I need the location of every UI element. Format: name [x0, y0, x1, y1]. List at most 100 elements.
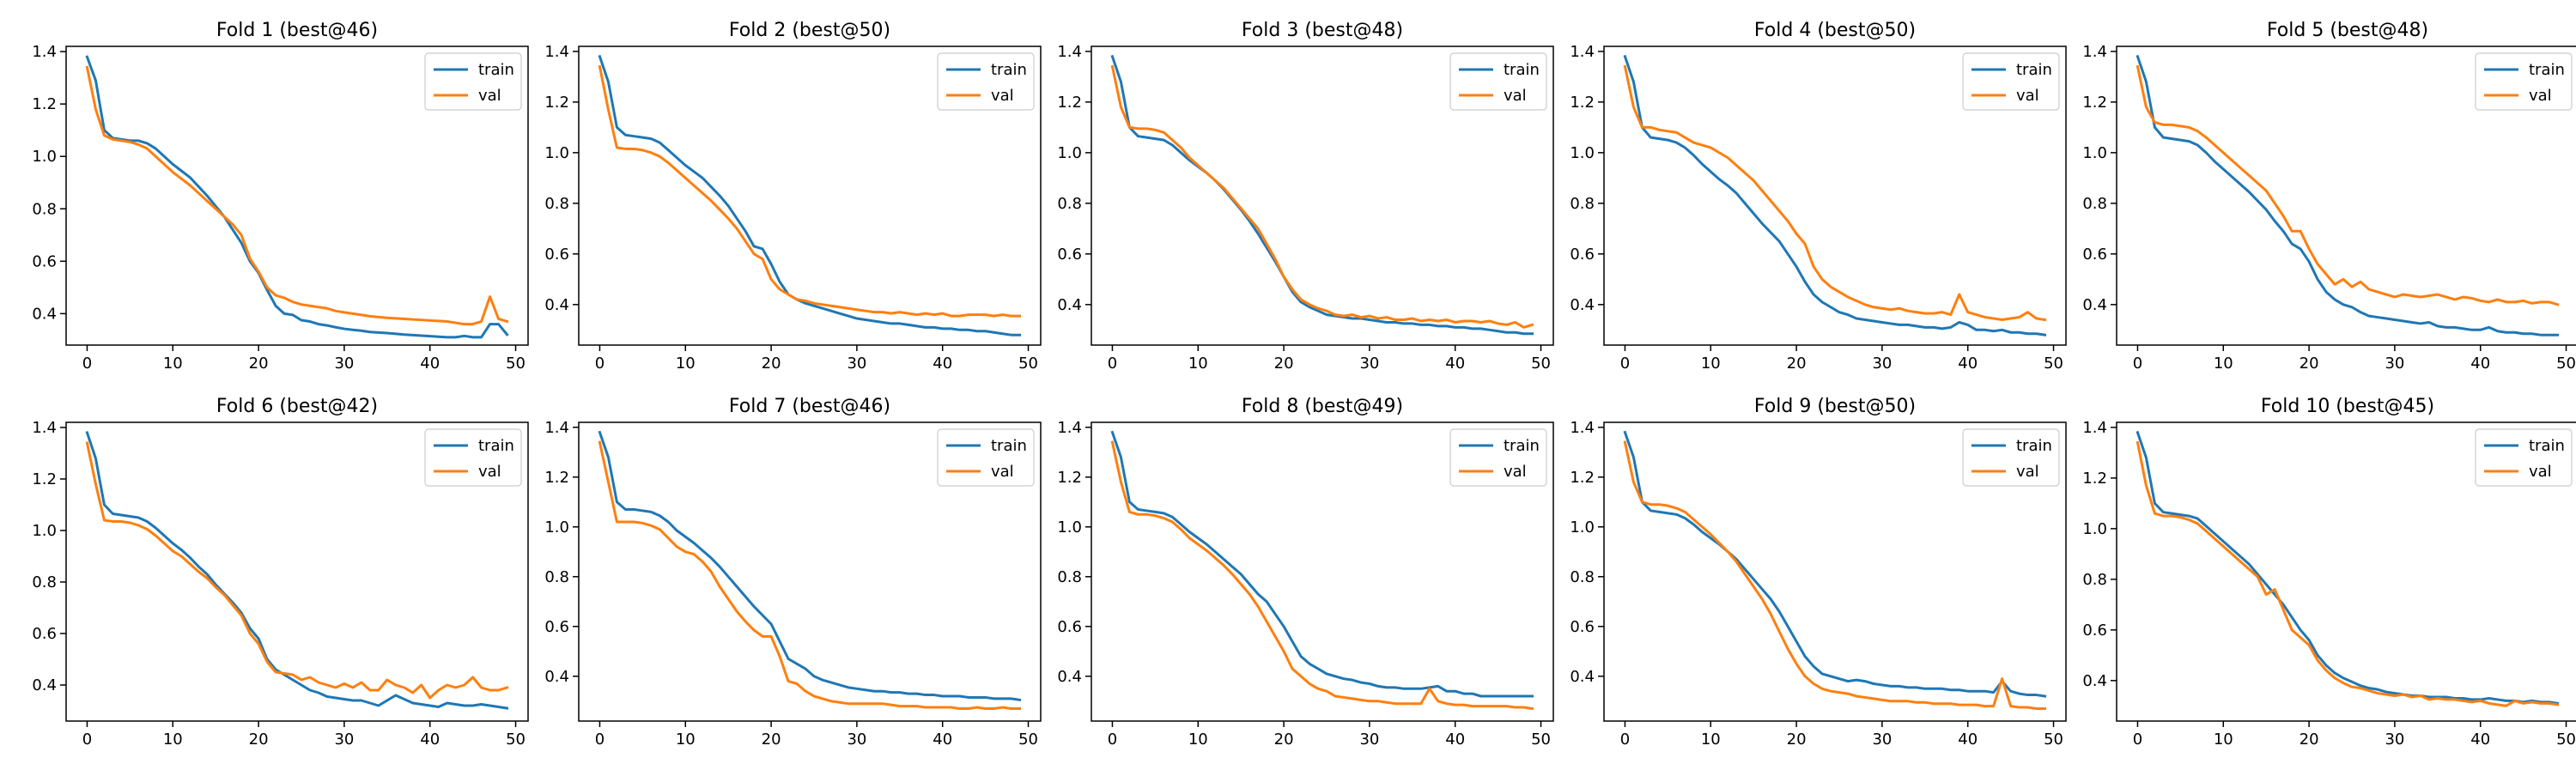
series-line-train [1110, 430, 1534, 698]
y-tick-label: 1.4 [1570, 43, 1595, 61]
series-line-val [1110, 64, 1534, 329]
y-tick-label: 1.0 [2082, 520, 2107, 538]
x-tick-label: 40 [420, 355, 440, 373]
fold-panel-7: Fold 7 (best@46) 0 10 20 30 40 50 0.4 0.6 0.8 1.0 1… [544, 396, 1042, 749]
fold-panel-3: Fold 3 (best@48) 0 10 20 30 40 50 0.4 0.6 0.8 1.0 1… [1057, 20, 1554, 373]
x-tick-label: 40 [1445, 731, 1465, 749]
x-tick-label: 30 [334, 731, 354, 749]
y-tick-label: 0.8 [1570, 195, 1595, 213]
x-tick-label: 10 [2214, 731, 2233, 749]
x-tick-label: 30 [1359, 731, 1379, 749]
panel-title: Fold 10 (best@45) [2261, 396, 2434, 417]
legend-label-val: val [991, 87, 1014, 105]
x-tick-label: 20 [1274, 731, 1294, 749]
y-tick-label: 1.0 [32, 148, 57, 166]
legend-label-val: val [1504, 87, 1527, 105]
y-tick-label: 1.2 [2082, 94, 2107, 112]
y-tick-label: 1.0 [544, 518, 569, 537]
series-line-train [598, 430, 1022, 702]
legend-label-train: train [2016, 61, 2052, 79]
x-tick-label: 20 [249, 355, 269, 373]
x-tick-label: 0 [2133, 731, 2142, 749]
y-tick-label: 1.4 [544, 43, 569, 61]
x-tick-label: 50 [506, 355, 526, 373]
fold-panel-10: Fold 10 (best@45) 0 10 20 30 40 50 0.4 0.6 0.8 1.0… [2082, 396, 2576, 749]
series-line-val [598, 64, 1022, 318]
y-tick-label: 0.4 [32, 305, 57, 323]
y-tick-label: 0.4 [1057, 296, 1082, 314]
x-tick-label: 20 [762, 355, 781, 373]
legend: train val [2475, 428, 2573, 487]
x-tick-label: 50 [1018, 731, 1038, 749]
y-tick-label: 0.4 [2082, 672, 2107, 690]
y-tick-label: 1.2 [32, 470, 57, 488]
series-line-val [85, 441, 509, 700]
x-tick-label: 40 [2470, 355, 2490, 373]
axes-frame [2116, 421, 2576, 722]
y-tick-label: 1.2 [1570, 469, 1595, 487]
legend-label-train: train [478, 61, 514, 79]
x-tick-label: 10 [1188, 355, 1208, 373]
x-tick-label: 20 [1787, 731, 1807, 749]
legend: train val [1449, 52, 1547, 111]
legend-label-val: val [2529, 87, 2552, 105]
y-tick-label: 0.6 [544, 246, 569, 264]
panel-title: Fold 1 (best@46) [216, 20, 378, 41]
fold-panel-8: Fold 8 (best@49) 0 10 20 30 40 50 0.4 0.6 0.8 1.0 1… [1057, 396, 1554, 749]
series-line-train [598, 54, 1022, 336]
x-tick-label: 40 [2470, 731, 2490, 749]
x-tick-label: 10 [2214, 355, 2233, 373]
x-tick-label: 20 [1787, 355, 1807, 373]
legend-label-train: train [478, 437, 514, 455]
fold-panel-6: Fold 6 (best@42) 0 10 20 30 40 50 0.4 0.6 0.8 1.0 1… [32, 396, 529, 749]
fold-panel-4: Fold 4 (best@50) 0 10 20 30 40 50 0.4 0.6 0.8 1.0 1… [1570, 20, 2067, 373]
y-tick-label: 1.4 [1570, 419, 1595, 437]
y-tick-label: 1.2 [32, 95, 57, 113]
axes-frame [65, 421, 529, 722]
y-tick-label: 1.4 [32, 419, 57, 437]
x-tick-label: 30 [334, 355, 354, 373]
y-tick-label: 1.0 [1570, 144, 1595, 162]
x-tick-label: 40 [1445, 355, 1465, 373]
legend: train val [1962, 52, 2060, 111]
x-tick-label: 40 [1958, 355, 1978, 373]
series-line-train [1110, 54, 1534, 336]
x-tick-label: 10 [163, 355, 183, 373]
x-tick-label: 40 [1958, 731, 1978, 749]
y-tick-label: 1.4 [2082, 419, 2107, 437]
y-tick-label: 0.6 [544, 618, 569, 636]
series-line-train [2136, 430, 2560, 706]
y-tick-label: 1.4 [32, 43, 57, 61]
x-tick-label: 10 [676, 731, 696, 749]
y-tick-label: 1.0 [32, 522, 57, 540]
legend-label-val: val [1504, 463, 1527, 481]
legend-label-val: val [478, 463, 501, 481]
fold-panel-1: Fold 1 (best@46) 0 10 20 30 40 50 0.4 0.6 0.8 1.0 1… [32, 20, 529, 373]
fold-panel-5: Fold 5 (best@48) 0 10 20 30 40 50 0.4 0.6 0.8 1.0 1… [2082, 20, 2576, 373]
x-tick-label: 0 [82, 731, 92, 749]
y-tick-label: 1.2 [1057, 469, 1082, 487]
y-tick-label: 0.8 [544, 568, 569, 586]
y-tick-label: 1.2 [2082, 470, 2107, 488]
x-tick-label: 0 [595, 731, 605, 749]
x-tick-label: 30 [2385, 731, 2404, 749]
legend-label-val: val [2016, 87, 2039, 105]
axes-frame [65, 45, 529, 346]
x-tick-label: 50 [1018, 355, 1038, 373]
y-tick-label: 1.0 [544, 144, 569, 162]
series-line-train [2136, 54, 2560, 336]
legend: train val [1449, 428, 1547, 487]
x-tick-label: 20 [762, 731, 781, 749]
y-tick-label: 0.6 [1057, 246, 1082, 264]
y-tick-label: 1.2 [1570, 94, 1595, 112]
x-tick-label: 40 [420, 731, 440, 749]
legend-label-val: val [2016, 463, 2039, 481]
axes-frame [1091, 421, 1554, 722]
y-tick-label: 1.4 [2082, 43, 2107, 61]
x-tick-label: 0 [1108, 731, 1117, 749]
legend: train val [937, 52, 1035, 111]
x-tick-label: 30 [2385, 355, 2404, 373]
x-tick-label: 20 [1274, 355, 1294, 373]
y-tick-label: 0.8 [2082, 571, 2107, 589]
legend: train val [937, 428, 1035, 487]
